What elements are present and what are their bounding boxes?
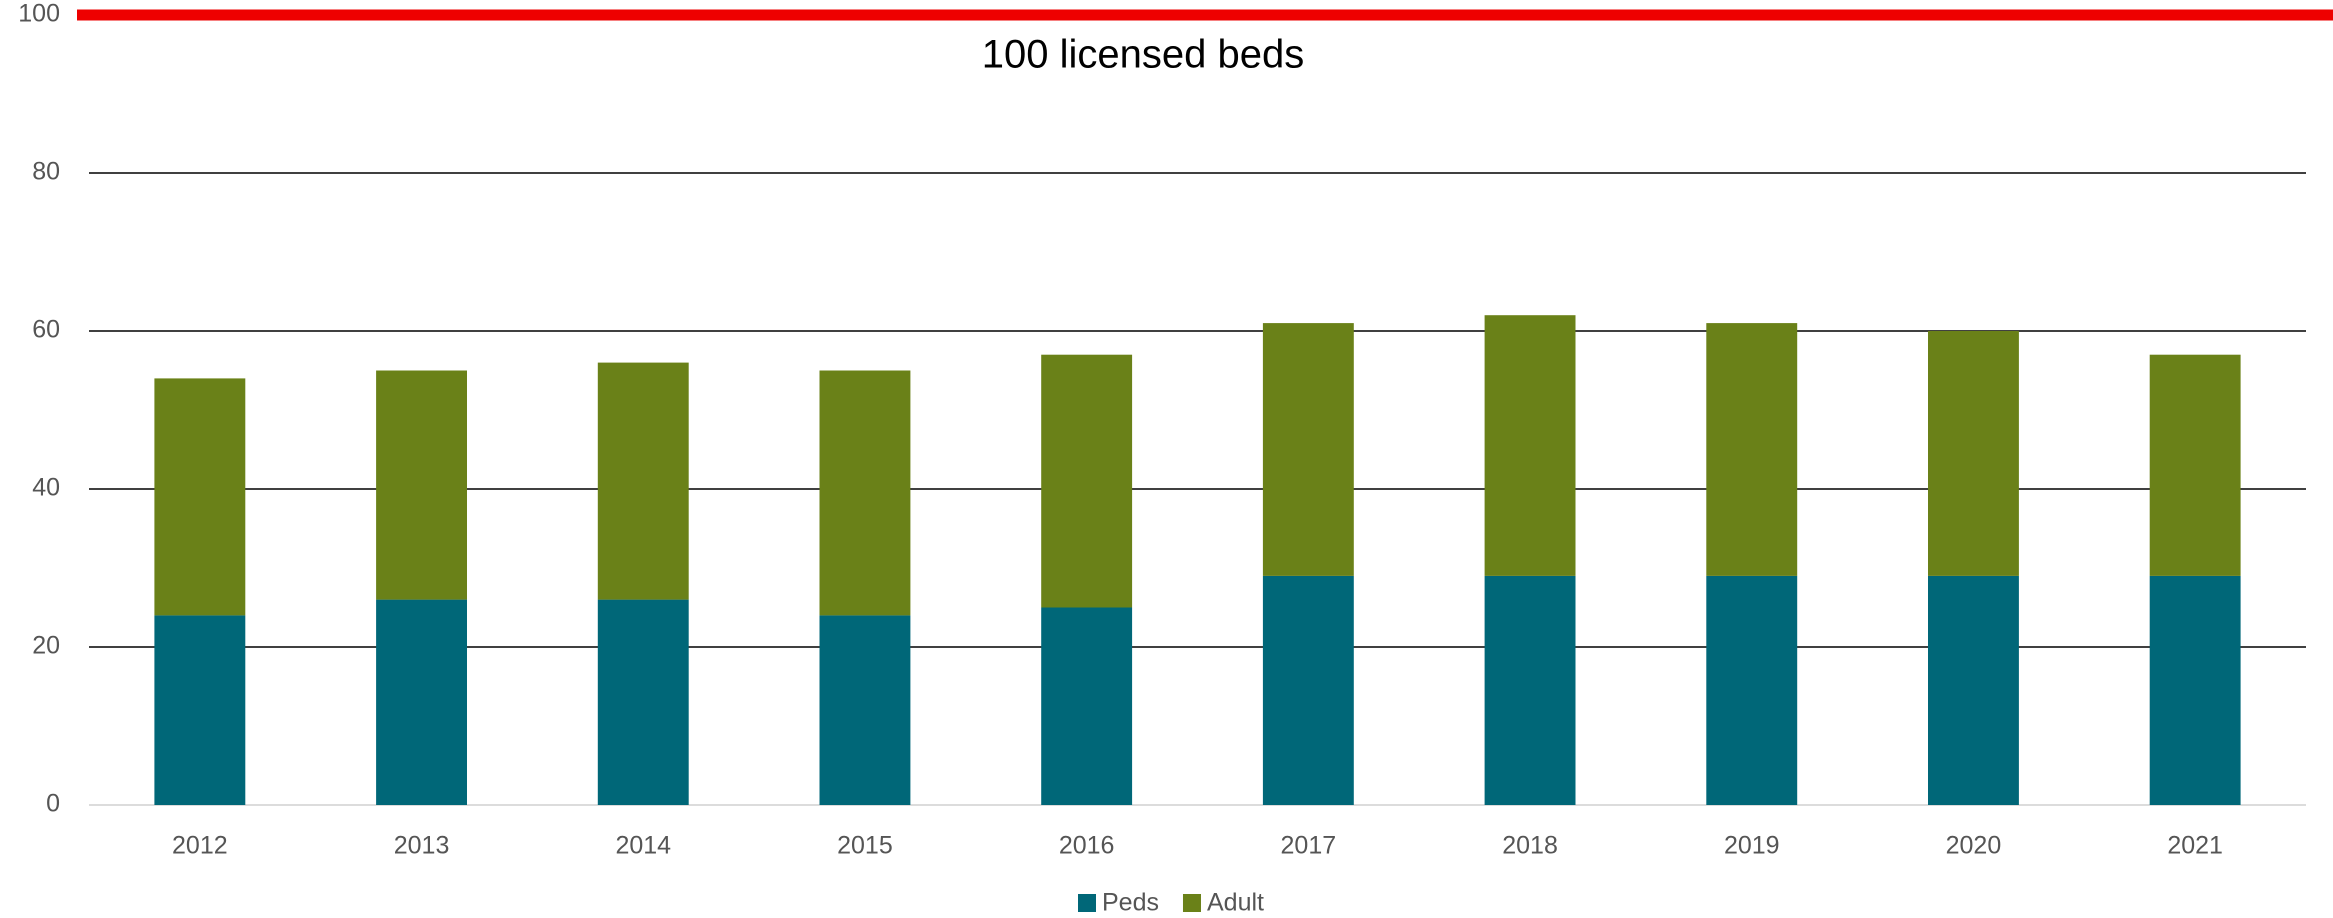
x-tick-label: 2015 — [837, 832, 893, 860]
bar-segment — [819, 370, 911, 616]
bar-segment — [597, 599, 689, 805]
bar-segment — [597, 362, 689, 600]
bar-segment — [154, 615, 246, 805]
bar-segment — [819, 615, 911, 805]
x-tick-label: 2020 — [1946, 832, 2002, 860]
bar-segment — [1706, 323, 1798, 576]
x-tick-label: 2019 — [1724, 832, 1780, 860]
bar-segment — [154, 378, 246, 616]
bar-segment — [1041, 354, 1133, 608]
legend-label: Adult — [1207, 889, 1264, 917]
y-tick-label: 80 — [32, 158, 60, 186]
bar-segment — [1484, 575, 1576, 805]
bar-segment — [376, 599, 467, 805]
bar-segment — [1706, 575, 1798, 805]
bar-segment — [1041, 607, 1133, 805]
y-tick-label: 0 — [46, 790, 60, 818]
bar-segment — [2149, 575, 2241, 805]
x-tick-label: 2021 — [2167, 832, 2223, 860]
x-tick-label: 2016 — [1059, 832, 1115, 860]
bar-segment — [1484, 315, 1576, 576]
y-tick-label: 100 — [18, 0, 60, 28]
x-tick-label: 2014 — [615, 832, 671, 860]
bar-segment — [1928, 575, 2019, 805]
legend-label: Peds — [1102, 889, 1159, 917]
bar-segment — [2149, 354, 2241, 576]
x-tick-label: 2012 — [172, 832, 228, 860]
y-tick-label: 60 — [32, 316, 60, 344]
legend-swatch — [1078, 894, 1096, 912]
legend-swatch — [1182, 894, 1201, 912]
bar-segment — [376, 370, 467, 600]
y-tick-label: 40 — [32, 474, 60, 502]
x-tick-label: 2018 — [1502, 832, 1558, 860]
reference-label: 100 licensed beds — [982, 33, 1304, 77]
x-tick-label: 2013 — [394, 832, 450, 860]
bar-segment — [1928, 331, 2019, 576]
bar-segment — [1262, 575, 1354, 805]
bar-segment — [1262, 323, 1354, 576]
x-tick-label: 2017 — [1281, 832, 1337, 860]
y-tick-label: 20 — [32, 632, 60, 660]
